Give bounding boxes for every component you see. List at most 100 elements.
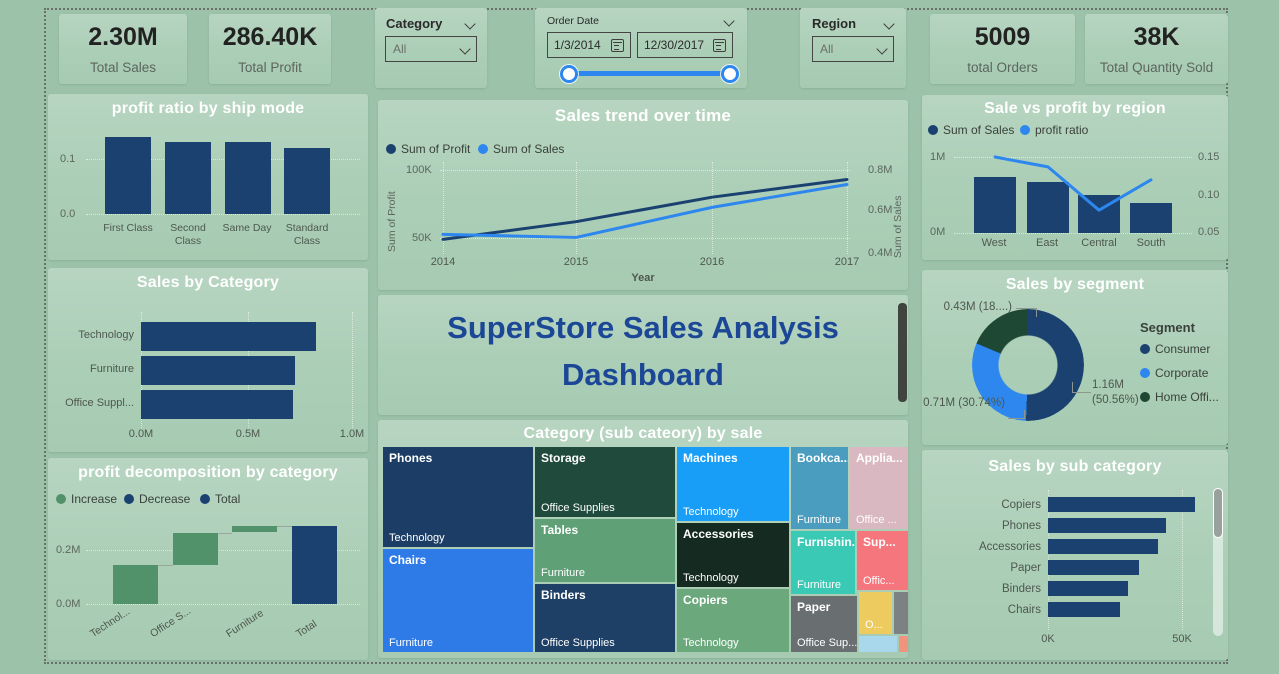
- x-tick: 0.5M: [235, 428, 261, 440]
- region-bar-South[interactable]: [1130, 203, 1172, 233]
- slicer-title: Order Date: [547, 15, 599, 27]
- category-bar-Furniture[interactable]: [141, 356, 295, 385]
- treemap-tile-Applia...[interactable]: Applia... Office ...: [850, 447, 908, 529]
- legend-label: Consumer: [1155, 342, 1211, 356]
- y-category: Paper: [1010, 562, 1041, 574]
- end-date-input[interactable]: 12/30/2017: [637, 32, 733, 58]
- legend-item-sales[interactable]: Sum of Sales: [928, 123, 1014, 137]
- x-axis-title: Year: [631, 272, 655, 284]
- legend-item-home-office[interactable]: Home Offi...: [1140, 390, 1219, 404]
- subcategory-bar-Phones[interactable]: [1048, 518, 1166, 533]
- calendar-icon[interactable]: [713, 38, 726, 52]
- legend-item-consumer[interactable]: Consumer: [1140, 342, 1210, 356]
- legend-item-profit[interactable]: Sum of Profit: [386, 142, 470, 156]
- subcategory-bar-Chairs[interactable]: [1048, 602, 1120, 617]
- treemap-tile-Furnishin...[interactable]: Furnishin... Furniture: [791, 531, 855, 594]
- x-label: First Class: [103, 222, 153, 234]
- chevron-down-icon[interactable]: [723, 15, 735, 27]
- x-tick: 2016: [699, 256, 725, 268]
- scrollbar-track[interactable]: [1213, 488, 1223, 636]
- legend-item-total[interactable]: Total: [200, 492, 240, 506]
- chart-sale-vs-profit-by-region: Sale vs profit by region Sum of Sales pr…: [922, 95, 1228, 260]
- category-bar-Office Suppl...[interactable]: [141, 390, 293, 419]
- line-plot[interactable]: [922, 95, 1228, 260]
- waterfall-bar-Furniture[interactable]: [232, 525, 277, 533]
- scrollbar-thumb[interactable]: [898, 303, 907, 402]
- kpi-label: Total Quantity Sold: [1099, 60, 1214, 75]
- treemap-tile-Binders[interactable]: Binders Office Supplies: [535, 584, 675, 652]
- y-category: Furniture: [89, 363, 134, 375]
- date-range-slider-track[interactable]: [569, 71, 730, 76]
- y-tick: 0.1: [60, 153, 76, 165]
- treemap-tile-small[interactable]: [899, 636, 908, 652]
- end-date-value: 12/30/2017: [644, 38, 705, 52]
- treemap-tile-Bookca...[interactable]: Bookca... Furniture: [791, 447, 848, 529]
- treemap-tile-Copiers[interactable]: Copiers Technology: [677, 589, 789, 652]
- waterfall-bar-Total[interactable]: [292, 525, 337, 604]
- treemap-tile-small[interactable]: [859, 636, 897, 652]
- category-dropdown[interactable]: All: [385, 36, 477, 62]
- treemap-tile-Tables[interactable]: Tables Furniture: [535, 519, 675, 582]
- treemap-tile-small[interactable]: [894, 592, 908, 634]
- legend-item-ratio[interactable]: profit ratio: [1020, 123, 1088, 137]
- region-bar-East[interactable]: [1027, 182, 1069, 233]
- subcategory-bar-Paper[interactable]: [1048, 560, 1139, 575]
- start-date-input[interactable]: 1/3/2014: [547, 32, 631, 58]
- ship-mode-bar-Standard Class[interactable]: [284, 148, 330, 214]
- legend-dot: [1140, 392, 1150, 402]
- ship-mode-bar-Same Day[interactable]: [225, 142, 271, 214]
- x-tick: 2015: [563, 256, 589, 268]
- kpi-card-total-quantity[interactable]: 38K Total Quantity Sold: [1085, 14, 1228, 84]
- legend-item-decrease[interactable]: Decrease: [124, 492, 190, 506]
- x-tick: West: [981, 237, 1007, 249]
- category-bar-Technology[interactable]: [141, 322, 316, 351]
- legend-item-increase[interactable]: Increase: [56, 492, 117, 506]
- treemap-tile-Sup...[interactable]: Sup... Offic...: [857, 531, 908, 590]
- dropdown-value: All: [820, 42, 834, 56]
- calendar-icon[interactable]: [611, 38, 624, 52]
- kpi-card-total-sales[interactable]: 2.30M Total Sales: [59, 14, 187, 84]
- tile-group-label: Offic...: [863, 575, 895, 587]
- date-range-slider-handle-end[interactable]: [721, 65, 739, 83]
- tile-group-label: Technology: [683, 637, 739, 649]
- treemap-tile-Phones[interactable]: Phones Technology: [383, 447, 533, 547]
- y-tick-right: 0.6M: [868, 204, 893, 216]
- chart-title: Sales by Category: [136, 274, 280, 291]
- subcategory-bar-Accessories[interactable]: [1048, 539, 1158, 554]
- kpi-card-total-profit[interactable]: 286.40K Total Profit: [209, 14, 331, 84]
- legend-item-corporate[interactable]: Corporate: [1140, 366, 1208, 380]
- scrollbar-thumb[interactable]: [1213, 488, 1223, 538]
- waterfall-connector: [158, 564, 173, 566]
- chevron-down-icon[interactable]: [464, 18, 476, 30]
- region-bar-West[interactable]: [974, 177, 1016, 233]
- y-category: Chairs: [1007, 604, 1041, 616]
- tile-label: Sup...: [863, 535, 896, 549]
- ship-mode-bar-First Class[interactable]: [105, 137, 151, 214]
- legend-item-sales[interactable]: Sum of Sales: [478, 142, 564, 156]
- legend-dot: [386, 144, 396, 154]
- treemap-tile-Chairs[interactable]: Chairs Furniture: [383, 549, 533, 652]
- treemap-tile-Storage[interactable]: Storage Office Supplies: [535, 447, 675, 517]
- subcategory-bar-Binders[interactable]: [1048, 581, 1128, 596]
- date-range-slider-handle-start[interactable]: [560, 65, 578, 83]
- treemap-tile-Paper[interactable]: Paper Office Sup...: [791, 596, 857, 652]
- waterfall-bar-Technol...[interactable]: [113, 564, 158, 604]
- treemap-tile-Accessories[interactable]: Accessories Technology: [677, 523, 789, 587]
- waterfall-bar-Office S...[interactable]: [173, 532, 218, 565]
- legend-label: Total: [215, 492, 241, 506]
- region-dropdown[interactable]: All: [812, 36, 894, 62]
- tile-label: Machines: [683, 451, 738, 465]
- treemap-tile-Machines[interactable]: Machines Technology: [677, 447, 789, 521]
- subcategory-bar-Copiers[interactable]: [1048, 497, 1195, 512]
- x-tick: Central: [1081, 237, 1117, 249]
- x-tick: East: [1035, 237, 1058, 249]
- y-category: Accessories: [979, 541, 1041, 553]
- line-plot[interactable]: [378, 100, 908, 290]
- ship-mode-bar-Second Class[interactable]: [165, 142, 211, 214]
- segment-donut[interactable]: [972, 309, 1084, 421]
- gridline: [440, 170, 850, 171]
- chevron-down-icon[interactable]: [883, 18, 895, 30]
- kpi-card-total-orders[interactable]: 5009 total Orders: [930, 14, 1075, 84]
- treemap-tile-O...[interactable]: O...: [859, 592, 892, 634]
- tile-group-label: Technology: [389, 532, 445, 544]
